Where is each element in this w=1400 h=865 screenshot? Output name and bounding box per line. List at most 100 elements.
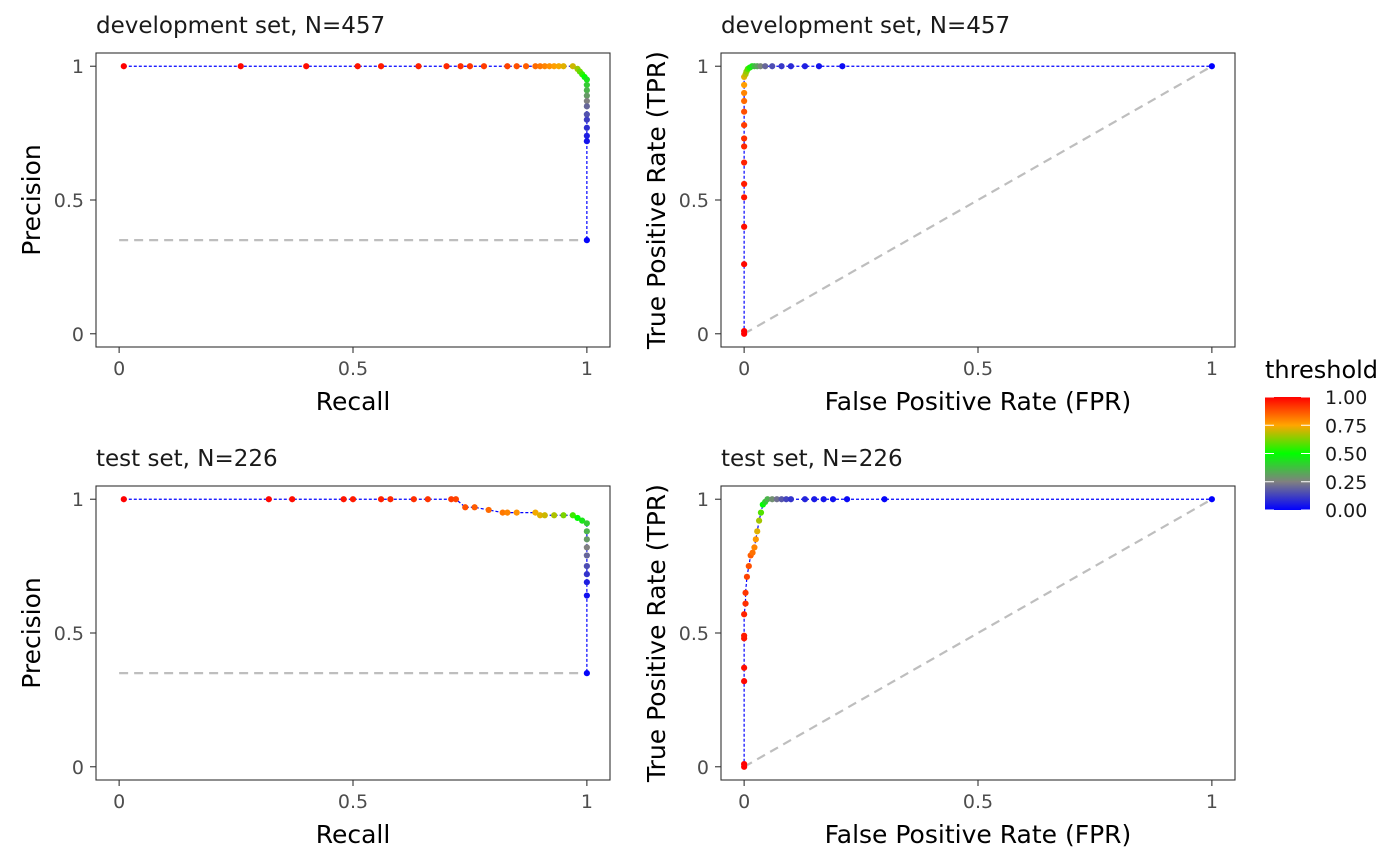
data-point (541, 63, 548, 70)
x-tick-label: 0 (113, 791, 125, 813)
data-point (769, 496, 776, 503)
data-point (583, 571, 590, 578)
data-point (757, 509, 765, 516)
data-point (555, 63, 562, 70)
data-point (448, 496, 455, 503)
data-point (787, 63, 795, 70)
data-point (583, 116, 590, 123)
panel-4: test set, N=226 0 0.5 1 0 0.5 1 False Positive … (642, 446, 1236, 849)
data-point (583, 132, 590, 139)
data-point (466, 63, 474, 70)
data-point (829, 496, 837, 503)
data-point (583, 544, 590, 551)
data-point (752, 536, 759, 543)
data-point (583, 528, 590, 535)
data-point (536, 63, 544, 70)
data-point (120, 63, 127, 70)
y-tick-label: 0 (72, 324, 84, 346)
y-tick-label: 1 (697, 489, 709, 511)
data-point (783, 496, 790, 503)
data-point (755, 517, 763, 524)
x-axis-title: Recall (316, 387, 391, 416)
data-point (536, 512, 544, 519)
panel-2: development set, N=457 0 0.5 1 0 0.5 1 False Po… (642, 13, 1236, 416)
data-point (574, 514, 581, 522)
data-point (424, 496, 431, 503)
data-point (741, 135, 748, 142)
data-point (745, 563, 752, 570)
x-tick-label: 1 (1206, 358, 1218, 380)
y-tick-label: 1 (72, 56, 84, 78)
data-point (778, 63, 785, 70)
data-point (1208, 496, 1215, 503)
threshold-legend: threshold 1.00 0.75 0.50 0.25 0.00 (1265, 356, 1378, 522)
data-point (485, 506, 492, 514)
data-point (569, 512, 576, 519)
data-point (741, 632, 748, 639)
data-point (569, 63, 576, 70)
x-tick-label: 1 (581, 791, 593, 813)
data-point (762, 63, 769, 70)
data-point (881, 496, 888, 503)
panel-border (95, 52, 611, 348)
data-point (583, 124, 590, 131)
data-point (265, 496, 272, 503)
data-point (583, 536, 590, 543)
y-tick-label: 0.5 (679, 623, 709, 645)
data-point (757, 63, 764, 70)
data-point (457, 63, 464, 70)
data-point (801, 496, 809, 503)
data-point (471, 504, 478, 511)
data-point (583, 76, 590, 83)
legend-label: 0.25 (1325, 472, 1367, 494)
data-point (741, 223, 748, 230)
data-point (462, 504, 469, 511)
data-point (583, 103, 590, 110)
data-point (743, 573, 751, 580)
data-point (583, 87, 590, 94)
data-point (237, 63, 244, 70)
data-point (377, 63, 385, 70)
data-point (741, 180, 748, 188)
panel-title: development set, N=457 (721, 13, 1010, 39)
panel-1: development set, N=457 0 0.5 1 0 0.5 1 Recall Pr… (17, 13, 611, 416)
data-point (583, 97, 590, 105)
data-point (769, 63, 776, 70)
data-point (579, 517, 586, 524)
legend-label: 0.50 (1325, 444, 1367, 466)
panel-title: test set, N=226 (721, 446, 903, 472)
data-point (415, 63, 422, 70)
legend-label: 1.00 (1325, 387, 1367, 409)
data-point (742, 600, 749, 607)
data-point (583, 670, 590, 677)
y-tick-label: 0 (697, 324, 709, 346)
y-tick-label: 0.5 (679, 190, 709, 212)
data-point (583, 592, 590, 599)
data-point (820, 496, 827, 503)
y-tick-label: 0.5 (54, 623, 84, 645)
data-point (839, 63, 846, 70)
data-point (551, 63, 558, 70)
data-point (741, 664, 748, 671)
data-point (340, 496, 347, 503)
x-tick-label: 0.5 (963, 791, 993, 813)
x-axis-title: False Positive Rate (FPR) (825, 387, 1132, 416)
data-point (551, 512, 558, 519)
data-point (815, 63, 823, 70)
data-point (303, 63, 310, 70)
data-point (741, 97, 748, 105)
data-point (583, 92, 590, 99)
y-axis-title: True Positive Rate (TPR) (642, 51, 671, 350)
y-axis-title: Precision (17, 144, 46, 256)
data-point (843, 496, 851, 503)
data-point (787, 496, 795, 503)
y-axis-title: Precision (17, 577, 46, 689)
y-tick-label: 0.5 (54, 190, 84, 212)
data-point (778, 496, 785, 503)
data-point (504, 63, 511, 70)
data-point (387, 496, 394, 503)
data-point (741, 121, 748, 129)
data-point (583, 563, 590, 570)
data-point (751, 544, 758, 551)
